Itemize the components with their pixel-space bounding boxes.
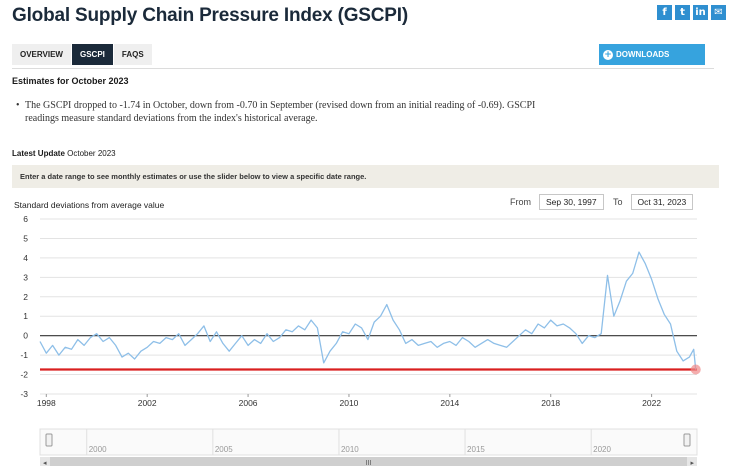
series-line: [39, 251, 697, 370]
page-title: Global Supply Chain Pressure Index (GSCP…: [12, 5, 408, 26]
downloads-label: DOWNLOADS: [616, 50, 670, 59]
range-to: To Oct 31, 2023: [613, 194, 694, 210]
estimates-heading: Estimates for October 2023: [12, 76, 129, 86]
info-bar: Enter a date range to see monthly estima…: [12, 165, 719, 188]
y-tick-label: 0: [23, 331, 28, 341]
range-from: From Sep 30, 1997: [510, 194, 604, 210]
tab-faqs[interactable]: FAQS: [113, 44, 153, 65]
social-share-bar: f t in ✉: [657, 5, 726, 20]
y-tick-label: 5: [23, 233, 28, 243]
downloads-button[interactable]: + DOWNLOADS: [599, 44, 705, 65]
email-icon[interactable]: ✉: [711, 5, 726, 20]
x-tick-label: 2014: [440, 398, 459, 408]
summary-text: The GSCPI dropped to -1.74 in October, d…: [25, 100, 536, 124]
navigator-label: 2015: [467, 445, 485, 454]
x-tick-label: 2010: [339, 398, 358, 408]
range-start-handle[interactable]: [45, 433, 53, 447]
x-tick-label: 2018: [541, 398, 560, 408]
x-tick-label: 1998: [37, 398, 56, 408]
last-point-marker: [690, 364, 701, 375]
y-tick-label: -3: [20, 389, 28, 399]
navigator-label: 2000: [89, 445, 107, 454]
x-tick-label: 2022: [642, 398, 661, 408]
range-from-label: From: [510, 197, 531, 207]
tab-gscpi[interactable]: GSCPI: [71, 44, 114, 65]
facebook-icon[interactable]: f: [657, 5, 672, 20]
y-tick-label: 1: [23, 311, 28, 321]
y-tick-label: -1: [20, 350, 28, 360]
range-to-label: To: [613, 197, 623, 207]
y-tick-label: -2: [20, 370, 28, 380]
divider: [12, 68, 714, 69]
y-tick-label: 2: [23, 292, 28, 302]
twitter-icon[interactable]: t: [675, 5, 690, 20]
navigator-label: 2005: [215, 445, 233, 454]
y-tick-label: 6: [23, 214, 28, 224]
y-tick-label: 4: [23, 253, 28, 263]
scroll-left-icon[interactable]: ◂: [43, 459, 47, 467]
linkedin-icon[interactable]: in: [693, 5, 708, 20]
range-end-handle[interactable]: [683, 433, 691, 447]
x-tick-label: 2006: [239, 398, 258, 408]
bullet-icon: •: [16, 100, 20, 111]
y-axis-title: Standard deviations from average value: [14, 200, 165, 210]
scrollbar-thumb[interactable]: [50, 457, 687, 466]
tab-bar: OVERVIEW GSCPI FAQS: [12, 44, 153, 65]
scroll-right-icon[interactable]: ▸: [690, 459, 694, 467]
latest-update: Latest Update October 2023: [12, 149, 116, 158]
tab-overview[interactable]: OVERVIEW: [12, 44, 72, 65]
to-date-input[interactable]: Oct 31, 2023: [630, 194, 694, 210]
navigator-label: 2010: [341, 445, 359, 454]
latest-update-label: Latest Update: [12, 149, 65, 158]
from-date-input[interactable]: Sep 30, 1997: [539, 194, 604, 210]
latest-update-value: October 2023: [67, 149, 116, 158]
range-navigator[interactable]: 2000 2005 2010 2015 2020 III ◂ ▸: [0, 425, 740, 471]
x-tick-label: 2002: [138, 398, 157, 408]
summary-bullet: • The GSCPI dropped to -1.74 in October,…: [16, 99, 536, 125]
navigator-label: 2020: [593, 445, 611, 454]
gscpi-line-chart: -3 -2 -1 0 1 2 3 4 5 6 1998 2002 2006 2010 2014 2018 202…: [20, 214, 701, 408]
y-tick-label: 3: [23, 272, 28, 282]
navigator-track: [39, 428, 698, 456]
scrollbar-grip-icon: III: [366, 460, 372, 467]
plus-circle-icon: +: [603, 49, 613, 60]
